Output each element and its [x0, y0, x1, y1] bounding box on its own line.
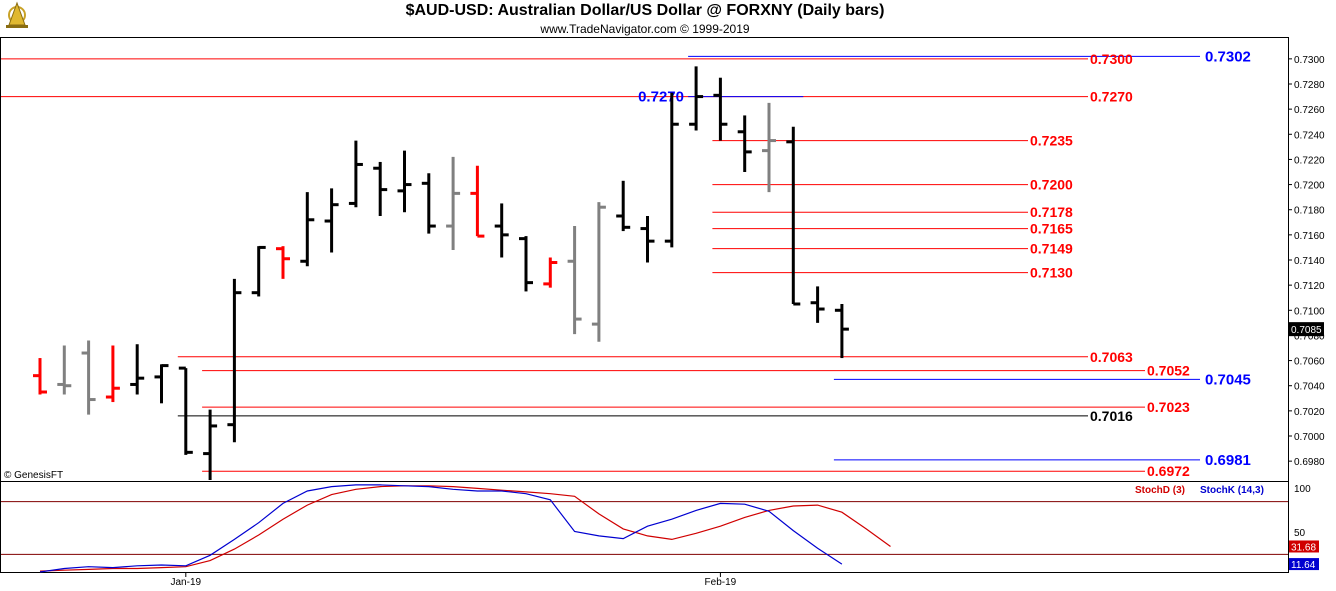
stoch-series-line: [39, 484, 843, 573]
price-axis-tick-label: 0.6980: [1294, 457, 1325, 468]
ohlc-bar: [130, 344, 145, 395]
ship-wheel-logo-icon: [6, 1, 28, 28]
ohlc-bar: [276, 246, 290, 279]
last-price-box: [1289, 322, 1324, 337]
ohlc-bar: [397, 150, 412, 213]
legend-stochd: StochD (3): [1135, 485, 1185, 496]
price-axis-tick-label: 0.7080: [1294, 331, 1325, 342]
osc-last-value-label: 11.64: [1291, 560, 1316, 571]
osc-axis-tick-label: 100: [1294, 484, 1311, 495]
ohlc-bar: [810, 286, 825, 323]
ohlc-bar: [519, 236, 533, 292]
ohlc-bar: [154, 364, 169, 404]
ohlc-bar: [762, 102, 776, 193]
price-axis-tick-label: 0.7040: [1294, 382, 1325, 393]
price-axis-tick-label: 0.7120: [1294, 281, 1325, 292]
ohlc-bar: [640, 216, 655, 263]
level-label: 0.7200: [1030, 177, 1073, 193]
ohlc-bar: [689, 66, 704, 131]
level-label: 0.7302: [1205, 48, 1251, 65]
oscillator-panel-frame: [0, 481, 1289, 573]
price-axis-tick-label: 0.7220: [1294, 155, 1325, 166]
x-axis-label: Feb-19: [705, 577, 737, 588]
ohlc-bar: [300, 192, 315, 267]
stoch-series-line: [39, 485, 891, 572]
ohlc-bar: [57, 345, 72, 395]
price-axis-tick-label: 0.7140: [1294, 256, 1325, 267]
ohlc-bar: [421, 173, 436, 234]
price-axis-tick-label: 0.7280: [1294, 80, 1325, 91]
watermark-label: © GenesisFT: [4, 470, 63, 481]
price-axis-tick-label: 0.7160: [1294, 231, 1325, 242]
ohlc-bar: [446, 156, 461, 250]
ohlc-bar: [494, 203, 509, 258]
level-label: 0.7300: [1090, 51, 1133, 67]
level-label: 0.7235: [1030, 133, 1073, 149]
ohlc-bar: [713, 77, 728, 141]
legend-stochk: StochK (14,3): [1200, 485, 1264, 496]
last-price-label: 0.7085: [1291, 325, 1322, 336]
osc-last-value-box: [1289, 540, 1319, 553]
ohlc-bar: [33, 358, 47, 395]
ohlc-bar: [105, 345, 120, 403]
price-axis-tick-label: 0.7300: [1294, 55, 1325, 66]
price-axis-tick-label: 0.7260: [1294, 105, 1325, 116]
level-label: 0.7165: [1030, 221, 1073, 237]
ohlc-bar: [737, 115, 752, 172]
price-axis-tick-label: 0.7060: [1294, 357, 1325, 368]
level-label: 0.6972: [1147, 463, 1190, 479]
level-label: 0.7063: [1090, 349, 1133, 365]
ohlc-bar: [470, 165, 485, 238]
ohlc-bar: [591, 202, 606, 342]
level-label: 0.7149: [1030, 241, 1073, 257]
price-axis-tick-label: 0.7020: [1294, 407, 1325, 418]
level-label: 0.6981: [1205, 452, 1251, 469]
level-label: 0.7270: [1090, 89, 1133, 105]
osc-last-value-label: 31.68: [1291, 542, 1316, 553]
chart-title: $AUD-USD: Australian Dollar/US Dollar @ …: [405, 2, 885, 19]
price-axis-tick-label: 0.7000: [1294, 432, 1325, 443]
level-label: 0.7023: [1147, 399, 1190, 415]
ohlc-bar: [227, 278, 242, 443]
ohlc-bar: [567, 226, 582, 335]
ohlc-bar: [664, 92, 679, 248]
price-axis-tick-label: 0.7200: [1294, 181, 1325, 192]
level-label: 0.7045: [1205, 371, 1251, 388]
ohlc-bar: [324, 188, 339, 253]
ohlc-bar: [373, 161, 388, 216]
x-axis-label: Jan-19: [171, 577, 202, 588]
ohlc-bar: [543, 257, 558, 288]
level-label: 0.7016: [1090, 408, 1133, 424]
ohlc-bar: [786, 126, 801, 306]
ohlc-bar: [616, 180, 631, 232]
chart-subtitle: www.TradeNavigator.com © 1999-2019: [540, 22, 750, 36]
level-label: 0.7052: [1147, 363, 1190, 379]
ohlc-bar: [81, 340, 96, 415]
osc-axis-tick-label: 50: [1294, 528, 1306, 539]
price-axis-tick-label: 0.7100: [1294, 306, 1325, 317]
ohlc-bar: [834, 304, 849, 359]
ohlc-bar: [251, 245, 266, 297]
price-axis-tick-label: 0.7180: [1294, 206, 1325, 217]
ohlc-bar: [203, 409, 218, 480]
level-label: 0.7178: [1030, 204, 1073, 220]
level-label: 0.7270: [638, 89, 684, 106]
ohlc-bar: [348, 140, 363, 208]
ohlc-bar: [178, 366, 193, 455]
osc-last-value-box: [1289, 558, 1319, 571]
price-axis-tick-label: 0.7240: [1294, 130, 1325, 141]
level-label: 0.7130: [1030, 265, 1073, 281]
